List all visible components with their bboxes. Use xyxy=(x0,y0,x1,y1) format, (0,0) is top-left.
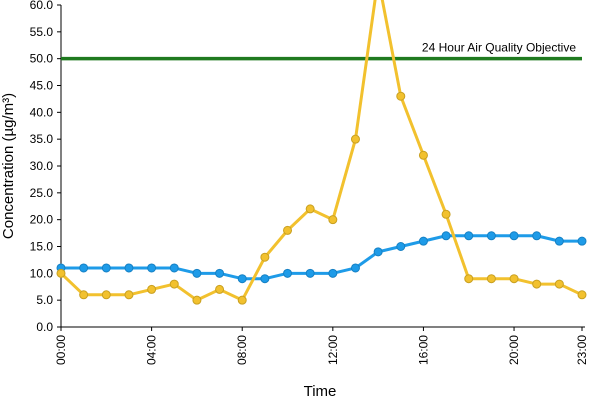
data-point xyxy=(101,290,111,300)
y-tick-label: 30.0 xyxy=(30,159,54,173)
data-point xyxy=(79,263,89,273)
data-point xyxy=(192,268,202,278)
data-point xyxy=(328,215,338,225)
data-point xyxy=(101,263,111,273)
data-point xyxy=(532,279,542,289)
data-point xyxy=(396,91,406,101)
x-axis-title: Time xyxy=(304,383,337,400)
data-point xyxy=(577,236,587,246)
x-tick-label: 12:00 xyxy=(326,335,340,365)
data-point xyxy=(305,204,315,214)
data-point xyxy=(124,290,134,300)
data-point xyxy=(169,263,179,273)
data-point xyxy=(396,242,406,251)
data-point xyxy=(373,247,383,257)
x-tick-label: 08:00 xyxy=(235,335,249,365)
data-point xyxy=(124,263,134,273)
x-tick-label: 00:00 xyxy=(54,335,68,365)
series-2 xyxy=(56,0,587,305)
x-tick-label: 16:00 xyxy=(416,335,430,365)
data-point xyxy=(441,209,451,219)
data-point xyxy=(169,279,179,289)
data-point xyxy=(464,274,474,284)
y-tick-label: 55.0 xyxy=(30,25,54,39)
data-point xyxy=(350,263,360,273)
data-point xyxy=(215,284,225,294)
data-point xyxy=(418,236,428,246)
x-tick-label: 23:00 xyxy=(575,335,589,365)
data-point xyxy=(441,231,451,241)
data-point xyxy=(215,268,225,278)
y-tick-label: 0.0 xyxy=(36,320,53,334)
y-tick-label: 35.0 xyxy=(30,132,54,146)
data-point xyxy=(509,274,519,284)
data-point xyxy=(56,268,66,278)
y-tick-label: 5.0 xyxy=(36,293,53,307)
data-point xyxy=(237,274,247,284)
data-point xyxy=(418,150,428,160)
data-point xyxy=(554,279,564,289)
data-point xyxy=(79,290,89,300)
x-tick-label: 20:00 xyxy=(507,335,521,365)
y-tick-label: 45.0 xyxy=(30,79,54,93)
series-layer xyxy=(56,0,587,305)
data-point xyxy=(328,268,338,278)
y-tick-label: 15.0 xyxy=(30,240,54,254)
data-point xyxy=(147,284,157,294)
data-point xyxy=(350,134,360,144)
data-point xyxy=(237,295,247,305)
data-point xyxy=(554,236,564,246)
data-point xyxy=(486,231,496,241)
x-tick-label: 04:00 xyxy=(145,335,159,365)
data-point xyxy=(509,231,519,241)
data-point xyxy=(147,263,157,273)
data-point xyxy=(305,268,315,278)
y-tick-label: 10.0 xyxy=(30,266,54,280)
data-point xyxy=(260,252,270,262)
y-tick-label: 50.0 xyxy=(30,52,54,66)
y-tick-label: 60.0 xyxy=(30,0,54,12)
y-tick-label: 25.0 xyxy=(30,186,54,200)
y-axis-ticks: 0.0 5.0 10.0 15.0 20.0 25.0 30.0 35.0 40.0 45.0 50… xyxy=(30,0,61,334)
data-point xyxy=(192,295,202,305)
air-quality-objective-label: 24 Hour Air Quality Objective xyxy=(422,41,576,55)
data-point xyxy=(532,231,542,241)
y-axis-title: Concentration (µg/m³) xyxy=(0,93,17,239)
y-tick-label: 40.0 xyxy=(30,105,54,119)
x-axis-ticks: 00:00 04:00 08:00 12:00 16:00 20:00 23:00 xyxy=(54,327,589,365)
data-point xyxy=(577,290,587,300)
data-point xyxy=(464,231,474,241)
y-tick-label: 20.0 xyxy=(30,213,54,227)
data-point xyxy=(283,268,293,278)
series-1 xyxy=(56,231,587,284)
data-point xyxy=(260,274,270,284)
data-point xyxy=(283,225,293,235)
data-point xyxy=(486,274,496,284)
series-line xyxy=(61,234,582,281)
